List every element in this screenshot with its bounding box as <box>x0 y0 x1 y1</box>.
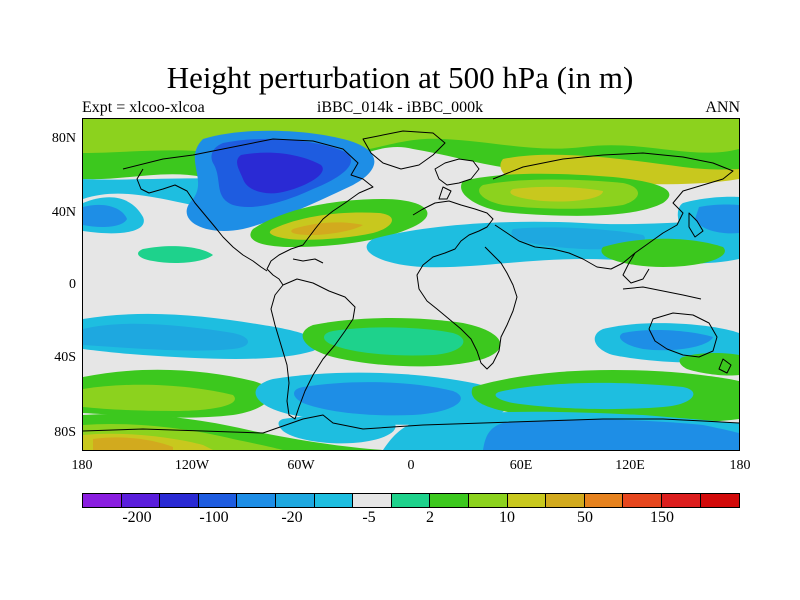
experiment-label: Expt = xlcoo-xlcoa <box>82 99 205 116</box>
lat-label-equator: 0 <box>69 277 76 292</box>
colorbar-label-minus200: -200 <box>122 509 152 526</box>
colorbar-label-2: 2 <box>426 509 434 526</box>
colorbar-box-6 <box>314 494 354 507</box>
colorbar-label-minus100: -100 <box>199 509 229 526</box>
lon-label-60w: 60W <box>287 458 315 473</box>
colorbar-box-9 <box>430 494 469 507</box>
lon-label-60e: 60E <box>509 458 533 473</box>
lon-label-0: 0 <box>407 458 415 473</box>
colorbar-box-4 <box>237 494 276 507</box>
comparison-label: iBBC_014k - iBBC_000k <box>316 99 484 116</box>
lon-label-120e: 120E <box>615 458 645 473</box>
lon-label-120w: 120W <box>174 458 210 473</box>
colorbar-box-12 <box>546 494 585 507</box>
contour-map <box>83 119 739 450</box>
map-panel <box>82 118 740 451</box>
colorbar-box-15 <box>661 494 701 507</box>
colorbar-box-2 <box>160 494 199 507</box>
colorbar-label-10: 10 <box>499 509 515 526</box>
colorbar-label-50: 50 <box>577 509 593 526</box>
plot-title: Height perturbation at 500 hPa (in m) <box>166 60 634 95</box>
colorbar-box-14 <box>623 494 662 507</box>
colorbar-box-13 <box>584 494 624 507</box>
colorbar <box>82 493 741 508</box>
lon-label-180-right: 180 <box>729 458 751 473</box>
lat-label-40s: 40S <box>54 350 76 365</box>
coastlines <box>83 130 739 434</box>
colorbar-box-10 <box>468 494 508 507</box>
season-label: ANN <box>705 99 740 116</box>
lon-label-180-left: 180 <box>71 458 93 473</box>
colorbar-box-16 <box>700 494 740 507</box>
lat-label-80s: 80S <box>54 425 76 440</box>
colorbar-box-1 <box>121 494 161 507</box>
colorbar-box-8 <box>391 494 431 507</box>
colorbar-box-3 <box>198 494 238 507</box>
colorbar-box-0 <box>83 494 122 507</box>
colorbar-label-150: 150 <box>650 509 674 526</box>
contour-fields <box>83 119 739 450</box>
colorbar-box-7 <box>353 494 392 507</box>
lat-label-40n: 40N <box>51 205 76 220</box>
colorbar-label-minus20: -20 <box>281 509 303 526</box>
colorbar-box-11 <box>507 494 547 507</box>
colorbar-box-5 <box>275 494 315 507</box>
colorbar-label-minus5: -5 <box>362 509 376 526</box>
lat-label-80n: 80N <box>51 131 76 146</box>
